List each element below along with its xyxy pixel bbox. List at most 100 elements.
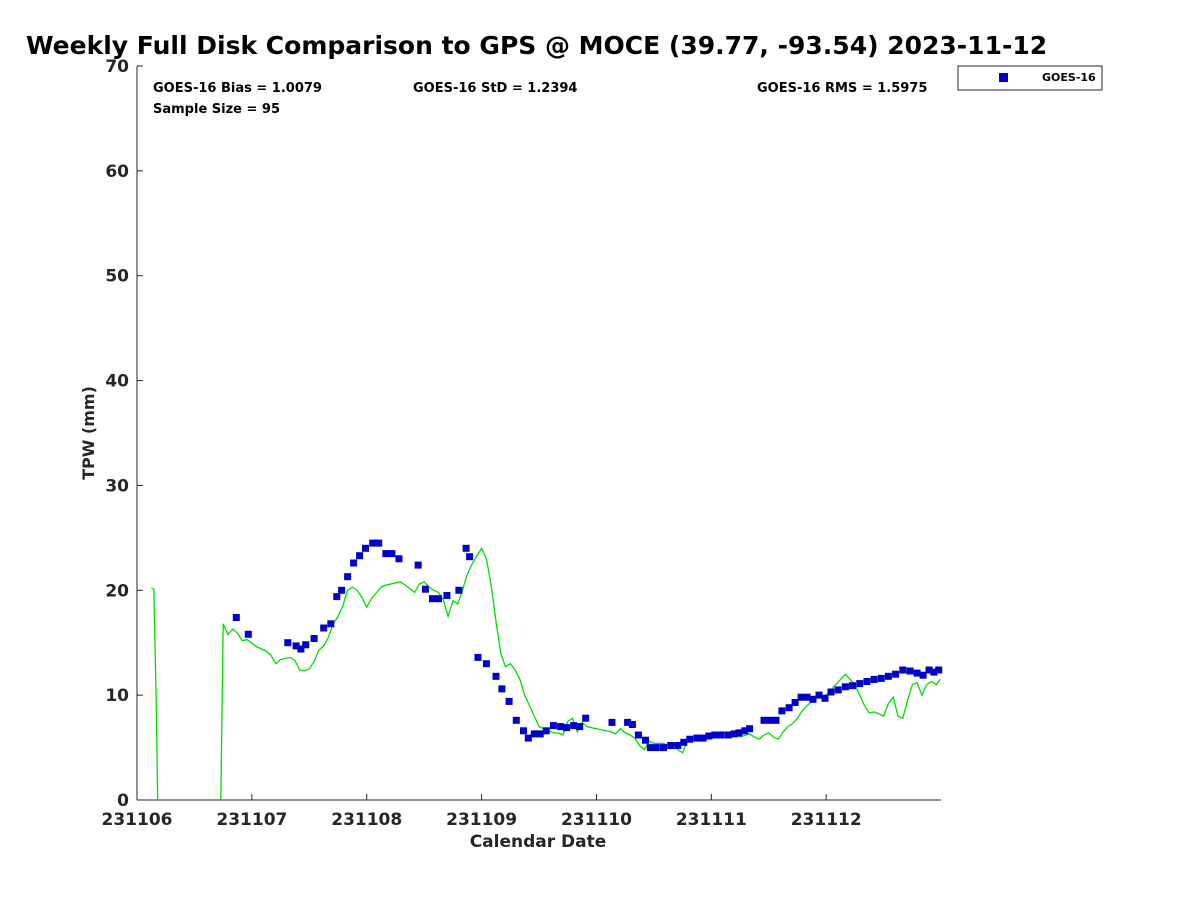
- goes-point: [576, 723, 584, 731]
- goes-point: [455, 586, 463, 594]
- goes-point: [530, 730, 538, 738]
- goes-point: [563, 724, 571, 732]
- stats-annotations: GOES-16 Bias = 1.0079 GOES-16 StD = 1.23…: [153, 81, 927, 117]
- sample-size-stat: Sample Size = 95: [153, 102, 280, 117]
- legend-label-goes: GOES-16: [1042, 71, 1096, 84]
- goes-point: [297, 645, 305, 653]
- goes-point: [474, 653, 482, 661]
- goes-point: [815, 691, 823, 699]
- y-tick-label: 0: [117, 791, 129, 811]
- goes-point: [642, 736, 649, 744]
- goes-point: [466, 553, 474, 561]
- x-tick-label: 231107: [216, 810, 287, 830]
- x-tick-label: 231106: [102, 810, 173, 830]
- goes-point: [570, 722, 578, 730]
- goes-point: [724, 731, 732, 739]
- x-tick-label: 231111: [676, 810, 747, 830]
- goes-point: [608, 718, 616, 726]
- goes-point: [244, 630, 252, 638]
- legend: GOES-16: [957, 65, 1103, 91]
- y-axis-ticks: 0 10 20 30 40 50 60 70: [105, 57, 143, 811]
- goes-point: [327, 620, 335, 628]
- goes-point: [930, 668, 938, 676]
- x-tick-label: 231110: [561, 810, 632, 830]
- x-tick-label: 231108: [331, 810, 402, 830]
- goes-point: [884, 672, 892, 680]
- goes-point: [803, 693, 811, 701]
- goes-point: [421, 585, 429, 593]
- goes-point: [498, 685, 506, 693]
- goes-point: [667, 742, 675, 749]
- y-tick-label: 50: [105, 267, 129, 287]
- legend-marker-goes: [999, 73, 1008, 82]
- std-stat: GOES-16 StD = 1.2394: [413, 81, 577, 96]
- gps-line: [151, 587, 159, 801]
- goes-point: [711, 731, 719, 739]
- goes-point: [536, 730, 544, 738]
- y-tick-label: 40: [105, 372, 129, 392]
- x-tick-label: 231112: [791, 810, 862, 830]
- rms-stat: GOES-16 RMS = 1.5975: [757, 81, 927, 96]
- goes-point: [375, 539, 383, 547]
- goes-point: [624, 718, 632, 726]
- goes-point: [741, 727, 749, 735]
- goes-point: [628, 721, 636, 728]
- gps-series: [151, 546, 941, 801]
- goes-point: [462, 544, 470, 552]
- goes-point: [320, 624, 328, 632]
- goes-point: [557, 723, 565, 731]
- goes-series: [232, 539, 943, 752]
- goes-point: [863, 678, 871, 685]
- goes-point: [892, 670, 900, 678]
- goes-point: [834, 686, 842, 694]
- goes-point: [693, 734, 701, 742]
- goes-point: [699, 734, 707, 742]
- goes-point: [827, 688, 835, 696]
- goes-point: [870, 675, 878, 683]
- legend-box: [957, 65, 1103, 91]
- goes-point: [925, 666, 933, 674]
- y-tick-label: 70: [105, 57, 129, 77]
- goes-point: [634, 731, 642, 739]
- goes-point: [906, 667, 914, 675]
- y-axis-label: TPW (mm): [79, 386, 98, 480]
- goes-point: [849, 682, 856, 690]
- goes-point: [735, 729, 743, 737]
- goes-point: [660, 744, 667, 752]
- goes-point: [809, 695, 817, 703]
- goes-point: [520, 727, 527, 735]
- goes-point: [232, 614, 240, 621]
- goes-point: [680, 738, 688, 746]
- x-axis-label: Calendar Date: [470, 832, 607, 852]
- goes-point: [542, 727, 550, 735]
- x-axis-ticks: 231106 231107 231108 231109 231110 231111 2311…: [102, 794, 862, 830]
- goes-point: [549, 722, 557, 730]
- goes-point: [791, 699, 799, 706]
- goes-point: [674, 742, 682, 749]
- goes-point: [705, 732, 713, 740]
- goes-point: [935, 666, 943, 674]
- goes-point: [369, 539, 377, 547]
- goes-point: [919, 671, 927, 679]
- goes-point: [292, 642, 300, 650]
- goes-point: [652, 744, 660, 752]
- goes-point: [766, 716, 774, 724]
- goes-point: [797, 693, 805, 701]
- goes-point: [856, 680, 864, 688]
- goes-point: [492, 672, 500, 680]
- x-tick-label: 231109: [446, 810, 517, 830]
- goes-point: [717, 731, 725, 739]
- goes-point: [778, 707, 786, 715]
- chart-title: Weekly Full Disk Comparison to GPS @ MOC…: [26, 31, 1047, 60]
- goes-point: [302, 641, 310, 649]
- goes-point: [350, 559, 358, 567]
- goes-point: [512, 716, 520, 724]
- y-tick-label: 20: [105, 581, 129, 601]
- goes-point: [382, 550, 390, 558]
- goes-point: [443, 592, 451, 599]
- gps-line: [220, 546, 941, 801]
- goes-point: [333, 593, 341, 601]
- goes-point: [899, 666, 907, 674]
